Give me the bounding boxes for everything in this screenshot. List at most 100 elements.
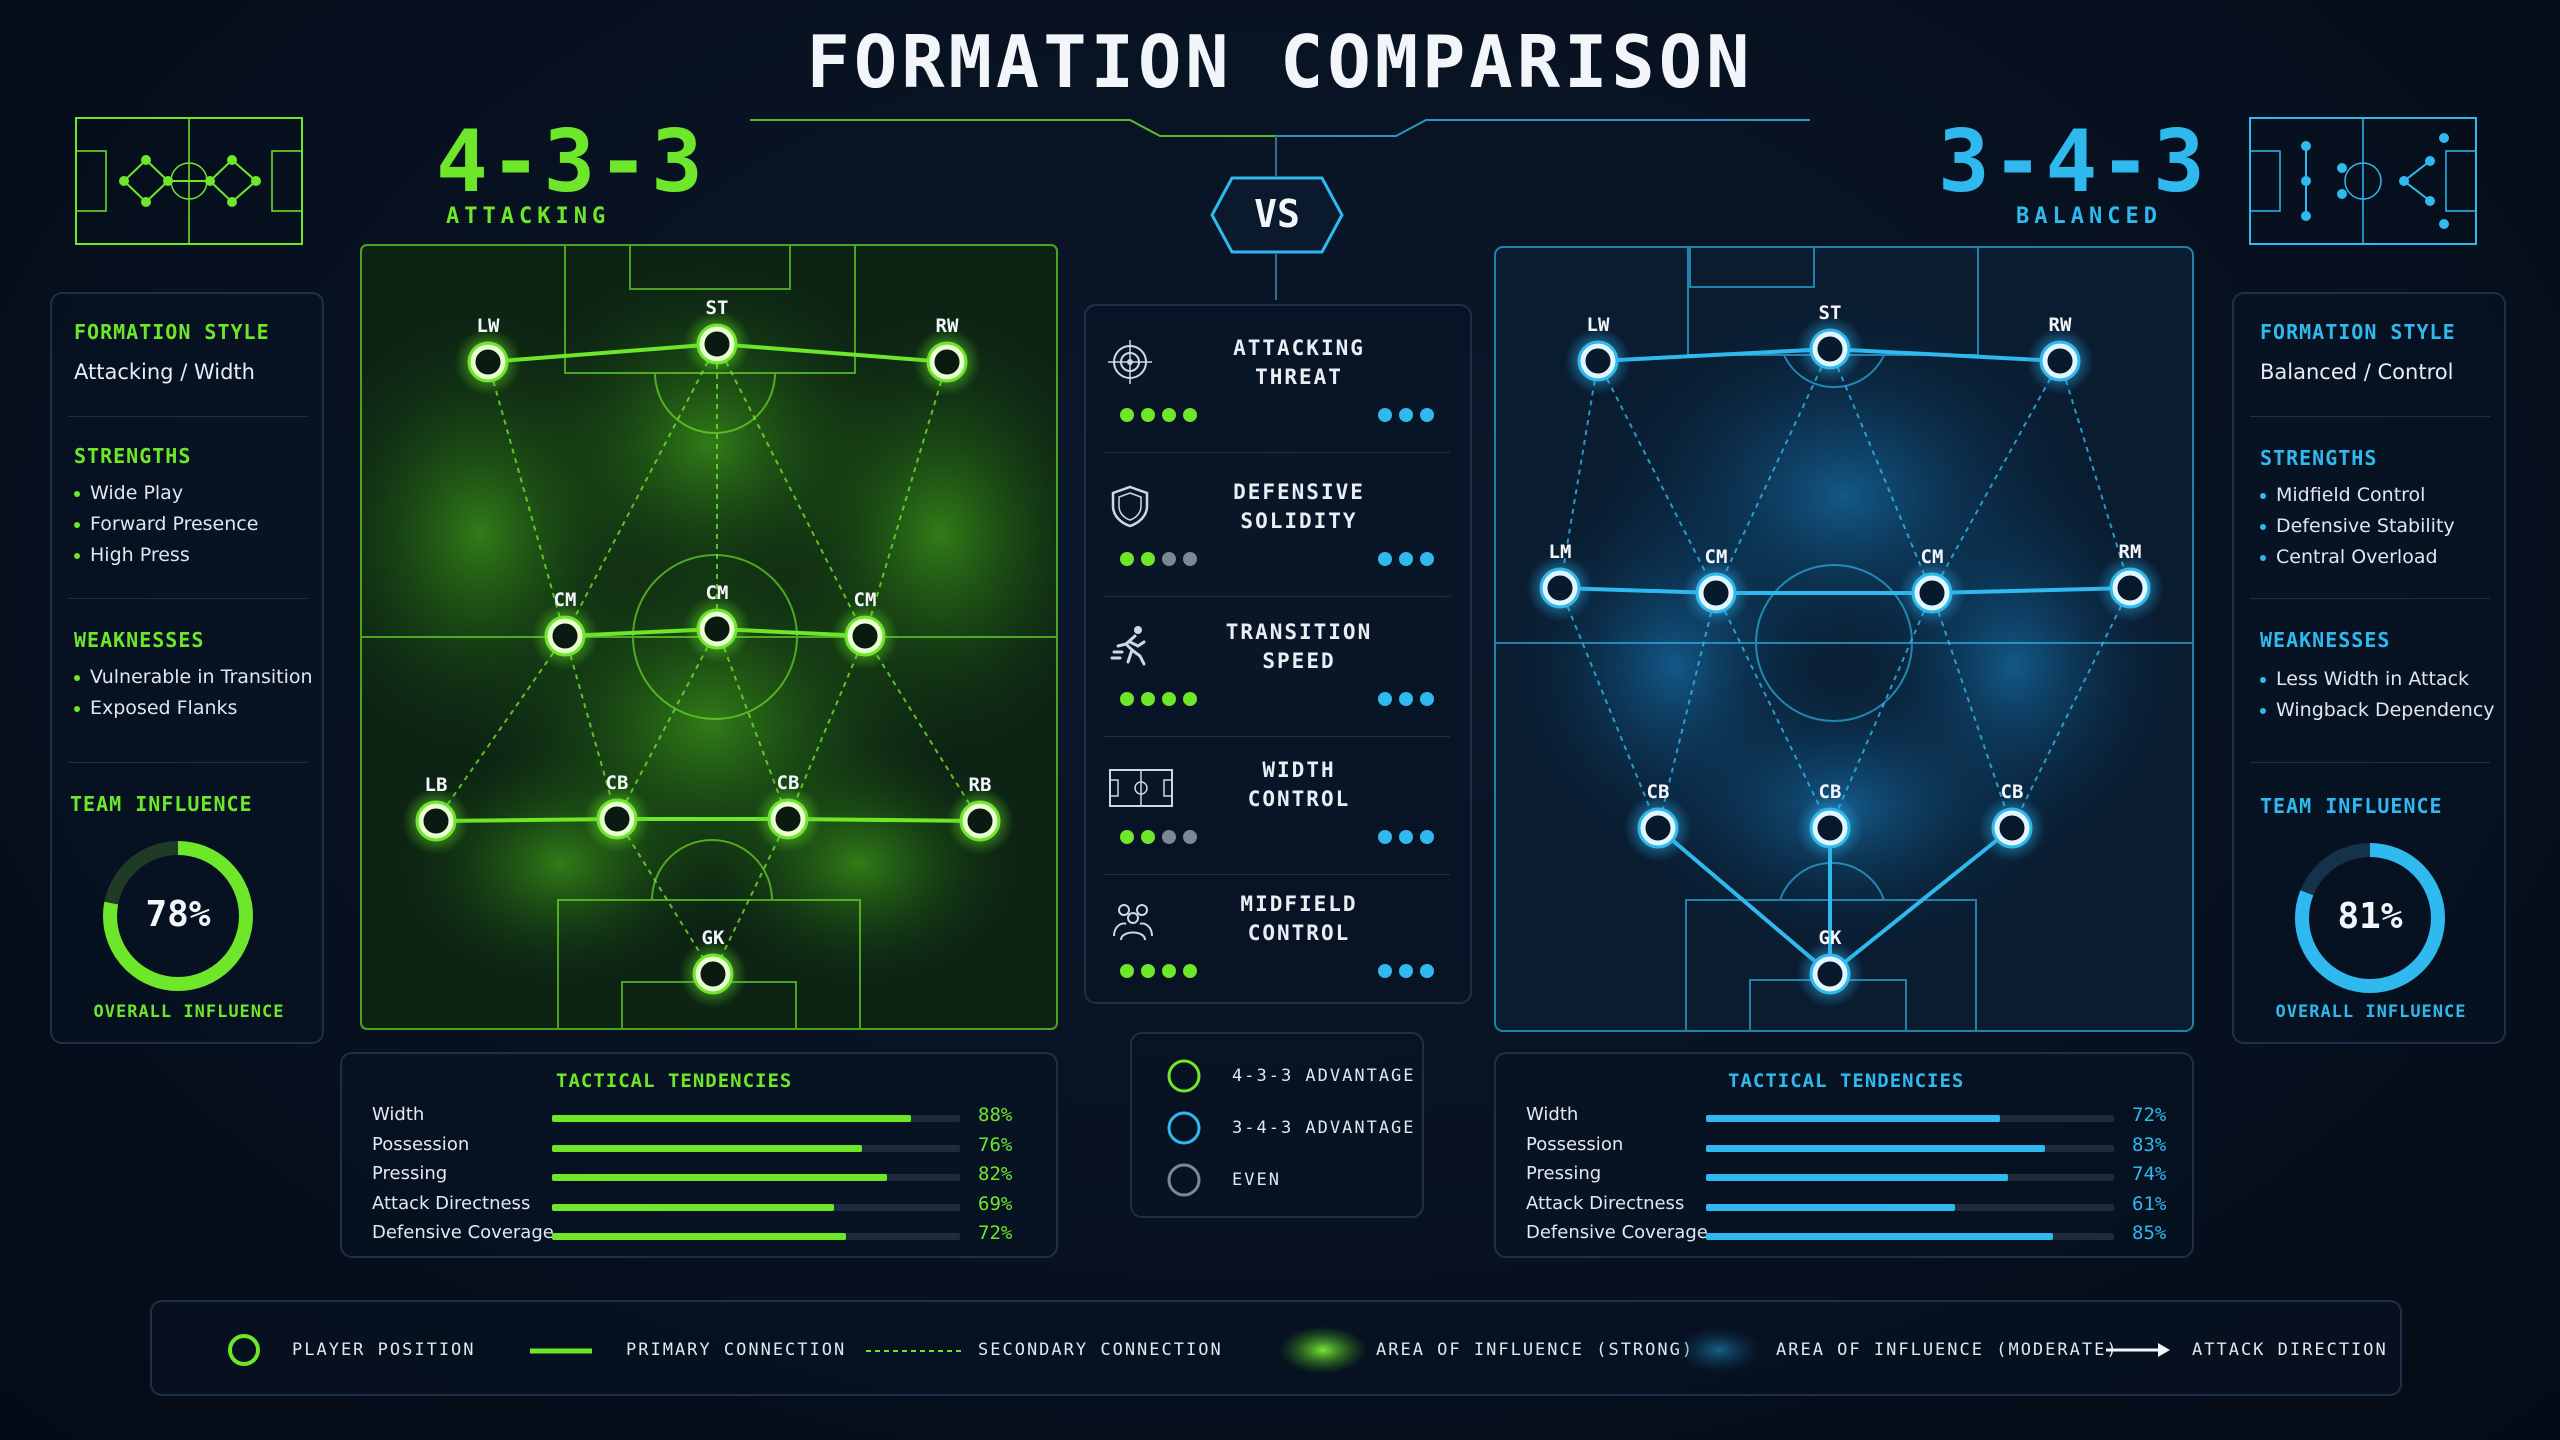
right-influence-arc: [2295, 843, 2445, 993]
rating-dot: [1378, 692, 1392, 706]
left-info-panel: FORMATION STYLE Attacking / Width STRENG…: [50, 292, 324, 1044]
right-style-value: Balanced / Control: [2260, 360, 2454, 384]
right-pitch: LW ST RW LM CM CM RM CB CB CB GK: [1494, 246, 2194, 1032]
rating-dot: [1162, 964, 1176, 978]
secondary-connection: [487, 361, 566, 637]
rating-dot: [1183, 552, 1197, 566]
primary-connection: [1597, 347, 1831, 363]
player-label: RW: [936, 315, 959, 337]
right-weaknesses-list: Less Width in Attack Wingback Dependency: [2260, 664, 2495, 726]
tendency-track: [552, 1115, 960, 1122]
player-ring: [2042, 343, 2078, 379]
tendency-row: Possession 76%: [372, 1134, 1022, 1163]
left-weaknesses-heading: WEAKNESSES: [74, 628, 205, 652]
player-node-rw[interactable]: RW: [913, 315, 981, 396]
tendency-track: [552, 1174, 960, 1181]
metric-label-line: MIDFIELD: [1240, 892, 1358, 916]
player-ring: [1994, 810, 2030, 846]
player-outer-ring: [692, 953, 734, 995]
player-node-gk[interactable]: GK: [1796, 927, 1864, 1008]
metric-row: WIDTH CONTROL: [1084, 756, 1470, 875]
player-outer-ring: [1695, 572, 1737, 614]
tendency-track: [1706, 1203, 2114, 1211]
player-ring: [1914, 575, 1950, 611]
player-node-rm[interactable]: RM: [2096, 541, 2164, 622]
primary-connection: [1829, 347, 2061, 363]
player-node-st[interactable]: ST: [683, 297, 751, 378]
player-ring: [699, 611, 735, 647]
rating-dot: [1162, 692, 1176, 706]
player-node-cm[interactable]: CM: [831, 589, 899, 670]
left-formation-title: 4-3-3: [436, 112, 705, 212]
vs-badge: VS: [1210, 176, 1344, 254]
player-node-cb[interactable]: CB: [1624, 781, 1692, 862]
player-label: RB: [969, 774, 992, 796]
player-node-cb[interactable]: CB: [754, 772, 822, 853]
player-node-cm[interactable]: CM: [531, 589, 599, 670]
player-outer-ring: [767, 798, 809, 840]
metric-label-line: ATTACKING: [1233, 336, 1365, 360]
left-pitch: LW ST RW CM CM CM LB CB CB RB GK: [360, 244, 1058, 1030]
player-node-cb[interactable]: CB: [583, 772, 651, 853]
divider: [2250, 762, 2490, 763]
tendency-value: 83%: [2132, 1133, 2167, 1156]
player-label: CM: [854, 589, 877, 611]
tendency-row: Pressing 82%: [372, 1163, 1022, 1192]
list-item: Forward Presence: [74, 509, 258, 540]
player-node-lb[interactable]: LB: [402, 774, 470, 855]
secondary-connection: [864, 635, 981, 822]
tendency-label: Defensive Coverage: [372, 1222, 554, 1243]
player-ring: [470, 344, 506, 380]
player-node-cm[interactable]: CM: [1898, 546, 1966, 627]
divider: [1104, 874, 1450, 875]
player-outer-ring: [696, 608, 738, 650]
rating-dot: [1378, 552, 1392, 566]
rating-dot: [1420, 830, 1434, 844]
player-label: CB: [606, 772, 629, 794]
tendency-value: 85%: [2132, 1222, 2167, 1244]
left-strengths-heading: STRENGTHS: [74, 444, 192, 468]
secondary-connection: [1559, 360, 1599, 589]
player-node-rb[interactable]: RB: [946, 774, 1014, 855]
secondary-connection: [1559, 587, 1659, 829]
player-node-cb[interactable]: CB: [1796, 781, 1864, 862]
player-label: CB: [1819, 781, 1842, 803]
tendency-label: Possession: [372, 1133, 470, 1155]
legend-secondary-connection: SECONDARY CONNECTION: [978, 1340, 1223, 1360]
player-node-gk[interactable]: GK: [679, 927, 747, 1008]
legend-player-position: PLAYER POSITION: [292, 1340, 476, 1360]
right-rating-dots: [1378, 830, 1434, 844]
right-style-heading: FORMATION STYLE: [2260, 320, 2456, 344]
primary-connection: [716, 342, 948, 364]
player-node-rw[interactable]: RW: [2026, 314, 2094, 395]
player-node-cm[interactable]: CM: [683, 582, 751, 663]
player-label: CB: [1647, 781, 1670, 803]
player-node-lw[interactable]: LW: [1564, 314, 1632, 395]
player-node-lm[interactable]: LM: [1526, 541, 1594, 622]
metric-label: WIDTH CONTROL: [1194, 756, 1404, 814]
rating-dot: [1120, 692, 1134, 706]
primary-connection: [487, 342, 718, 364]
rating-dot: [1120, 964, 1134, 978]
player-node-lw[interactable]: LW: [454, 315, 522, 396]
metric-row: MIDFIELD CONTROL: [1084, 890, 1470, 1000]
player-label: GK: [702, 927, 725, 949]
rating-dot: [1399, 408, 1413, 422]
tendency-label: Possession: [1526, 1133, 1624, 1155]
player-node-cm[interactable]: CM: [1682, 546, 1750, 627]
metric-label-line: SPEED: [1262, 649, 1336, 673]
hexagon-icon: [1210, 176, 1344, 254]
tendency-value: 82%: [978, 1163, 1013, 1185]
tendency-track: [1706, 1233, 2114, 1240]
player-ring: [1542, 570, 1578, 606]
player-node-st[interactable]: ST: [1796, 302, 1864, 383]
influence-strong-icon: [1279, 1326, 1367, 1374]
player-label: CM: [1705, 546, 1728, 568]
tendency-row: Attack Directness 61%: [1526, 1193, 2176, 1222]
rating-dot: [1141, 692, 1155, 706]
tendency-row: Width 88%: [372, 1104, 1022, 1133]
metric-label-line: WIDTH: [1262, 758, 1336, 782]
player-node-cb[interactable]: CB: [1978, 781, 2046, 862]
rating-dot: [1141, 964, 1155, 978]
rating-dot: [1183, 830, 1197, 844]
